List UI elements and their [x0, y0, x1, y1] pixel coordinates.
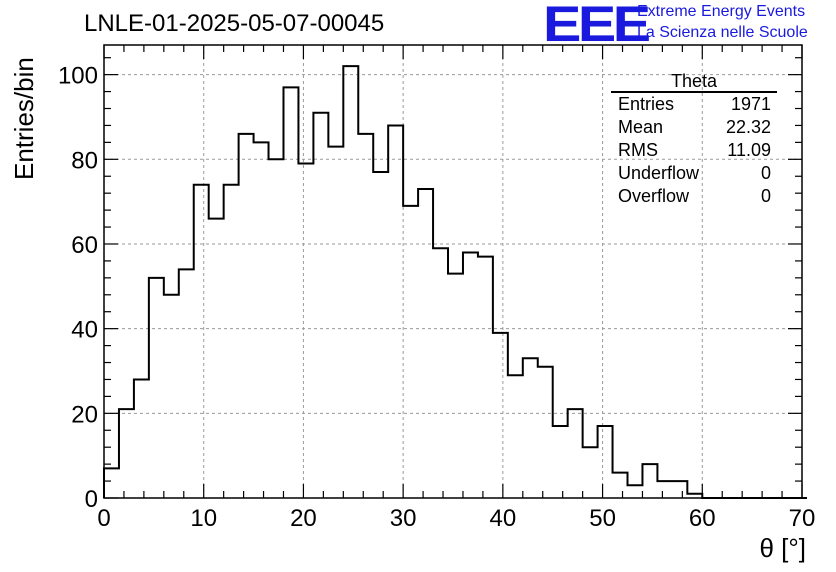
- stats-row-rms: RMS 11.09: [611, 139, 777, 162]
- stats-label: RMS: [618, 140, 658, 160]
- stats-label: Entries: [618, 94, 675, 114]
- y-tick-label: 100: [58, 63, 98, 90]
- y-tick-label: 20: [71, 401, 98, 428]
- x-tick-label: 10: [190, 505, 217, 532]
- stats-box: Theta Entries 1971 Mean 22.32 RMS 11.09 …: [611, 72, 777, 208]
- chart-title: LNLE-01-2025-05-07-00045: [84, 10, 385, 37]
- y-tick-label: 40: [71, 317, 98, 344]
- y-tick-label: 0: [85, 486, 98, 513]
- x-tick-label: 30: [390, 505, 417, 532]
- stats-label: Mean: [618, 117, 664, 137]
- stats-label: Overflow: [618, 186, 690, 206]
- x-tick-label: 50: [589, 505, 616, 532]
- stats-value: 22.32: [725, 117, 771, 137]
- logo-tagline-1: Extreme Energy Events: [637, 3, 806, 20]
- stats-value: 0: [760, 186, 771, 206]
- x-tick-label: 20: [290, 505, 317, 532]
- x-tick-label: 70: [789, 505, 816, 532]
- y-axis-label: Entries/bin: [9, 57, 39, 180]
- stats-value: 11.09: [727, 140, 771, 160]
- stats-row-entries: Entries 1971: [611, 93, 777, 116]
- stats-row-overflow: Overflow 0: [611, 185, 777, 208]
- stats-row-underflow: Underflow 0: [611, 162, 777, 185]
- stats-box-name: Theta: [611, 72, 777, 93]
- logo-tagline-2: La Scienza nelle Scuole: [637, 24, 808, 41]
- stats-row-mean: Mean 22.32: [611, 116, 777, 139]
- y-tick-label: 80: [71, 147, 98, 174]
- stats-value: 0: [760, 163, 771, 183]
- x-tick-label: 40: [490, 505, 517, 532]
- y-tick-label: 60: [71, 232, 98, 259]
- x-tick-label: 0: [97, 505, 110, 532]
- x-tick-label: 60: [689, 505, 716, 532]
- stats-label: Underflow: [618, 163, 700, 183]
- stats-value: 1971: [730, 94, 771, 114]
- plot-frame: [103, 44, 803, 499]
- eee-logo: EEE: [543, 0, 651, 52]
- histogram-series: [103, 65, 807, 499]
- x-axis-label: θ [°]: [759, 533, 806, 563]
